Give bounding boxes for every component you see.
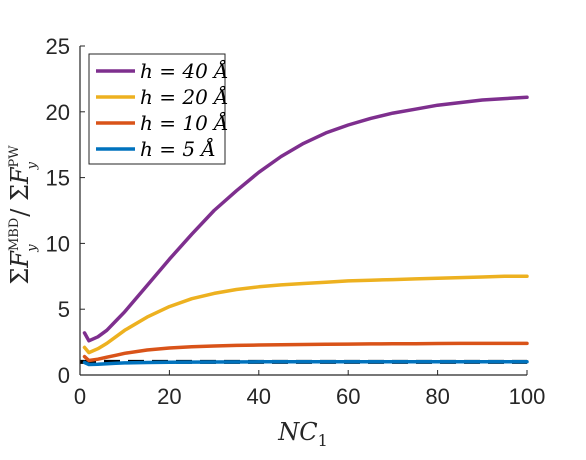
legend-label-2: h = 10 Å <box>140 110 229 135</box>
y-tick-label: 5 <box>58 297 70 322</box>
y-tick-label: 25 <box>46 34 70 59</box>
legend-label-0: h = 40 Å <box>140 58 229 83</box>
series-line-2 <box>82 341 529 363</box>
y-tick-label: 20 <box>46 100 70 125</box>
x-tick-label: 60 <box>336 384 360 409</box>
y-tick-label: 15 <box>46 166 70 191</box>
legend-label-1: h = 20 Å <box>140 84 229 109</box>
x-axis-label: NC1 <box>277 418 328 450</box>
x-tick-label: 0 <box>74 384 86 409</box>
legend-label-3: h = 5 Å <box>140 136 216 161</box>
x-tick-label: 100 <box>509 384 546 409</box>
y-tick-label: 0 <box>58 363 70 388</box>
series-line-1 <box>82 274 529 355</box>
series-line-3 <box>82 360 529 367</box>
x-tick-label: 80 <box>425 384 449 409</box>
x-tick-label: 40 <box>247 384 271 409</box>
series-line-0 <box>82 95 529 343</box>
y-axis-label: ΣFMBD y / ΣFPW y <box>6 145 40 285</box>
x-tick-label: 20 <box>157 384 181 409</box>
y-tick-label: 10 <box>46 231 70 256</box>
